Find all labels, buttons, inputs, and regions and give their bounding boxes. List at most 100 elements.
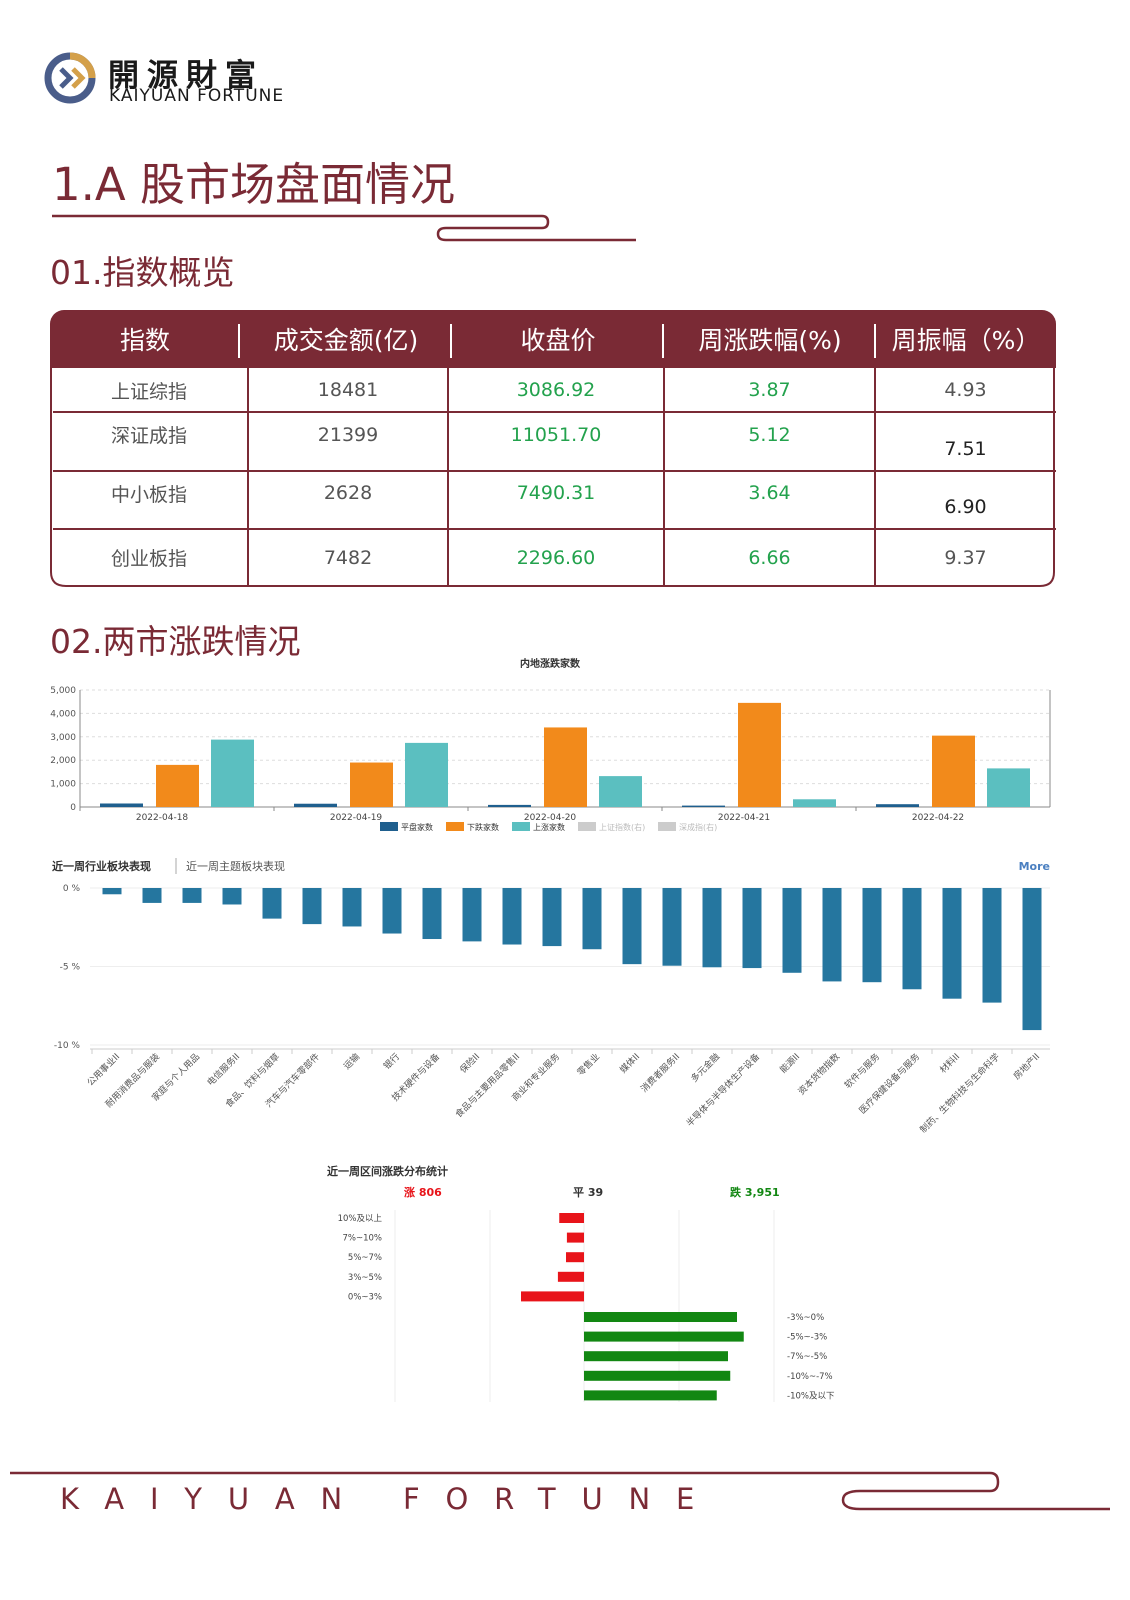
chart1-y-tick: 5,000 [50, 686, 76, 696]
chart2-x-label: 保险II [457, 1051, 482, 1076]
title-underline-decoration [52, 214, 636, 242]
chart1-bar-1 [156, 764, 199, 807]
chart2-x-label: 多元金融 [688, 1051, 722, 1085]
chart2-bar [302, 888, 322, 925]
chart2-x-label: 材料II [937, 1051, 962, 1076]
chart1-x-label: 2022-04-19 [330, 813, 383, 823]
chart1-bar-2 [599, 776, 642, 807]
chart3-down-label: -3%~0% [787, 1313, 824, 1323]
cell-turnover: 7482 [323, 546, 373, 569]
chart2-x-label: 能源II [777, 1051, 802, 1076]
cell-weekly-change: 3.87 [748, 379, 791, 401]
table-row: 中小板指 2628 7490.31 3.64 6.90 [50, 471, 1056, 529]
chart1-bar-2 [987, 768, 1030, 807]
cell-turnover: 2628 [323, 482, 373, 504]
logo-chinese-name: 開源財富 [108, 58, 264, 94]
chart2-bar [262, 888, 282, 919]
summary-up: 涨 806 [404, 1185, 442, 1199]
chart2-bar [662, 888, 682, 966]
chart1-x-label: 2022-04-22 [912, 813, 964, 823]
chart2-bar [382, 888, 402, 934]
chart1-legend-label: 深成指(右) [679, 822, 717, 832]
chart2-x-label: 食品与主要用品零售II [453, 1051, 523, 1121]
chart1-title: 内地涨跌家数 [520, 657, 581, 670]
chart3-down-bar [584, 1370, 731, 1381]
chart3-down-label: -5%~-3% [787, 1333, 827, 1343]
cell-turnover: 18481 [317, 379, 379, 401]
chart1-bar-0 [876, 804, 919, 807]
more-link[interactable]: More [1019, 860, 1050, 873]
chart3-up-label: 3%~5% [348, 1273, 382, 1283]
cell-close: 3086.92 [516, 379, 596, 401]
cell-index-name: 深证成指 [110, 425, 187, 447]
cell-weekly-amplitude: 4.93 [944, 379, 987, 401]
chart1-bar-2 [793, 799, 836, 807]
subtitle-market-breadth: 02.两市涨跌情况 [50, 622, 301, 661]
subtitle-index-overview: 01.指数概览 [50, 253, 235, 292]
chart3-up-bar [566, 1232, 584, 1243]
chart2-x-label: 银行 [381, 1051, 402, 1072]
chart1-bar-0 [100, 803, 143, 807]
table-row: 创业板指 7482 2296.60 6.66 9.37 [50, 529, 1056, 586]
cell-weekly-amplitude: 9.37 [944, 546, 987, 569]
chart2-x-label: 制药、生物科技与生命科学 [917, 1051, 1002, 1136]
chart2-bar [422, 888, 442, 940]
chart1-bar-2 [211, 739, 254, 807]
chart1-x-label: 2022-04-18 [136, 813, 189, 823]
tab-theme[interactable]: 近一周主题板块表现 [186, 859, 285, 873]
chart3-down-label: -10%~-7% [787, 1372, 833, 1382]
chart1-y-tick: 3,000 [50, 733, 76, 743]
cell-weekly-amplitude: 7.51 [944, 437, 987, 460]
cell-index-name: 创业板指 [110, 548, 187, 570]
cell-close: 11051.70 [510, 423, 602, 446]
chart2-x-label: 软件与服务 [842, 1051, 882, 1091]
chart2-bar [222, 888, 242, 905]
chart2-y-tick: -10 % [54, 1041, 81, 1051]
chart2-bar [582, 888, 602, 950]
chart1-legend-label: 平盘家数 [401, 822, 433, 832]
cell-index-name: 中小板指 [110, 483, 187, 506]
chart2-bar [702, 888, 722, 968]
chart1-legend-swatch [578, 822, 596, 831]
tab-industry[interactable]: 近一周行业板块表现 [52, 859, 151, 873]
chart2-bar [342, 888, 362, 927]
table-header: 指数 成交金额(亿) 收盘价 周涨跌幅(%) 周振幅（%） [50, 310, 1056, 368]
logo-english-name: KAIYUAN FORTUNE [109, 86, 285, 106]
chart2-x-label: 资本货物指数 [795, 1051, 842, 1098]
chart1-x-label: 2022-04-21 [718, 813, 770, 823]
chart2-bar [502, 888, 522, 945]
chart1-y-tick: 0 [70, 803, 76, 813]
chart2-x-label: 公用事业II [84, 1051, 122, 1089]
table-frame [50, 368, 1056, 587]
chart3-up-bar [557, 1271, 584, 1282]
chart2-x-label: 消费者服务II [638, 1051, 682, 1095]
chart2-bar [982, 888, 1002, 1003]
header-weekly-amplitude: 周振幅（%） [891, 326, 1041, 355]
cell-weekly-amplitude: 6.90 [944, 496, 987, 518]
chart1-legend-label: 下跌家数 [467, 822, 499, 832]
chart2-x-label: 电信服务II [204, 1051, 242, 1089]
table-row: 上证综指 18481 3086.92 3.87 4.93 [50, 368, 1056, 412]
cell-close: 7490.31 [516, 482, 596, 504]
chart2-bar [1022, 888, 1042, 1031]
index-table: 指数 成交金额(亿) 收盘价 周涨跌幅(%) 周振幅（%） 上证综指 18481… [50, 310, 1056, 588]
chart3-up-label: 0%~3% [348, 1292, 382, 1302]
cell-weekly-change: 3.64 [748, 482, 791, 504]
header-turnover: 成交金额(亿) [240, 310, 452, 368]
chart2-bar [182, 888, 202, 903]
summary-flat: 平 39 [573, 1186, 603, 1199]
chart2-x-label: 运输 [341, 1051, 362, 1072]
chart1-bar-1 [350, 762, 393, 807]
footer-decoration [10, 1471, 1110, 1511]
chart1-bar-1 [544, 727, 587, 807]
chart3-up-label: 5%~7% [348, 1253, 382, 1263]
chart1-legend-swatch [380, 822, 398, 831]
chart1-legend-label: 上涨家数 [533, 822, 565, 832]
chart2-x-label: 媒体II [617, 1051, 642, 1076]
footer-brand-text: KAIYUAN FORTUNE [60, 1482, 721, 1516]
industry-performance-chart: 近一周行业板块表现 近一周主题板块表现 More 0 % -5 % -10 %公用事业II… [52, 858, 1050, 1136]
chart3-up-bar [566, 1252, 584, 1263]
chart3-up-label: 10%及以上 [338, 1214, 383, 1224]
cell-close: 2296.60 [516, 546, 596, 569]
chart1-legend-swatch [446, 822, 464, 831]
